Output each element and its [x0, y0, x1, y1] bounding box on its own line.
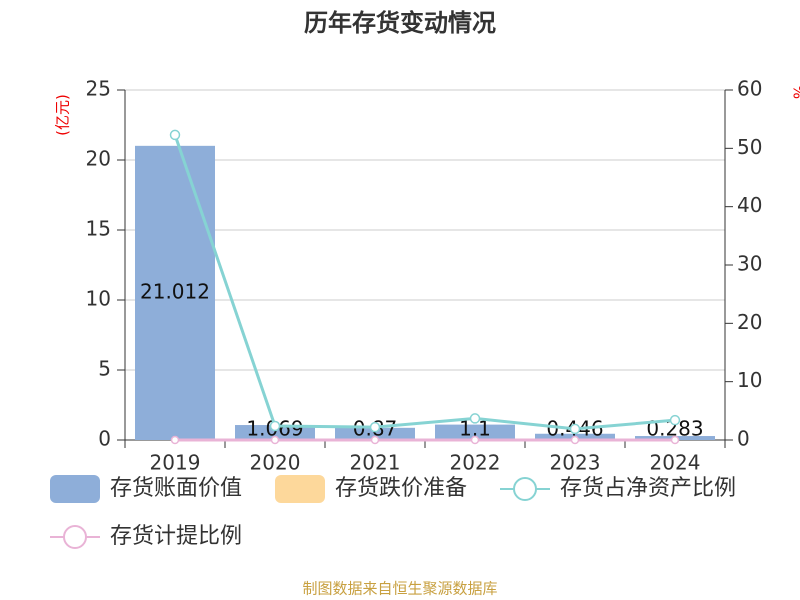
y-tick-label: 15	[86, 217, 111, 241]
bar	[135, 145, 215, 440]
data-label: 21.012	[140, 279, 210, 303]
legend-label: 存货占净资产比例	[560, 476, 736, 501]
y2-tick-label: 50	[737, 135, 762, 159]
legend-swatch	[50, 475, 100, 503]
line-point	[670, 435, 680, 445]
x-tick-label: 2020	[250, 451, 301, 475]
y2-tick-label: 20	[737, 310, 762, 334]
y2-tick-label: 10	[737, 368, 762, 392]
y-tick-label: 25	[86, 77, 111, 101]
bar	[235, 425, 315, 440]
y-tick-label: 0	[98, 427, 111, 451]
line-point	[669, 414, 681, 426]
line-point	[270, 435, 280, 445]
bar	[335, 427, 415, 440]
x-tick-label: 2023	[550, 451, 601, 475]
y2-tick-label: 0	[737, 427, 750, 451]
line-point	[569, 423, 581, 435]
line-point	[470, 435, 480, 445]
legend-swatch	[275, 475, 325, 503]
x-tick-label: 2024	[650, 451, 701, 475]
y-tick-label: 5	[98, 357, 111, 381]
x-tick-label: 2021	[350, 451, 401, 475]
line-point	[469, 413, 481, 424]
line	[173, 134, 676, 431]
line-point	[369, 421, 381, 433]
y2-tick-label: 30	[737, 252, 762, 276]
y2-axis-label: %	[790, 85, 800, 99]
legend-label: 存货跌价准备	[335, 476, 467, 501]
y-tick-label: 10	[86, 287, 111, 311]
source-note: 制图数据来自恒生聚源数据库	[302, 580, 497, 598]
x-tick-label: 2022	[450, 451, 501, 475]
line-point	[370, 435, 380, 445]
line-point	[169, 129, 181, 141]
bar	[435, 424, 515, 440]
y2-tick-label: 40	[737, 193, 762, 217]
legend-label: 存货计提比例	[110, 524, 242, 549]
y2-tick-label: 60	[737, 77, 762, 101]
x-tick-label: 2019	[150, 451, 201, 475]
legend-marker	[513, 477, 537, 501]
line-point	[170, 435, 180, 445]
line-point	[570, 435, 580, 445]
y-tick-label: 20	[86, 147, 111, 171]
y-axis-label: (亿元)	[54, 94, 72, 136]
legend-marker	[63, 525, 87, 549]
chart-title: 历年存货变动情况	[304, 9, 496, 37]
legend-label: 存货账面价值	[110, 476, 242, 501]
line-point	[269, 420, 281, 432]
